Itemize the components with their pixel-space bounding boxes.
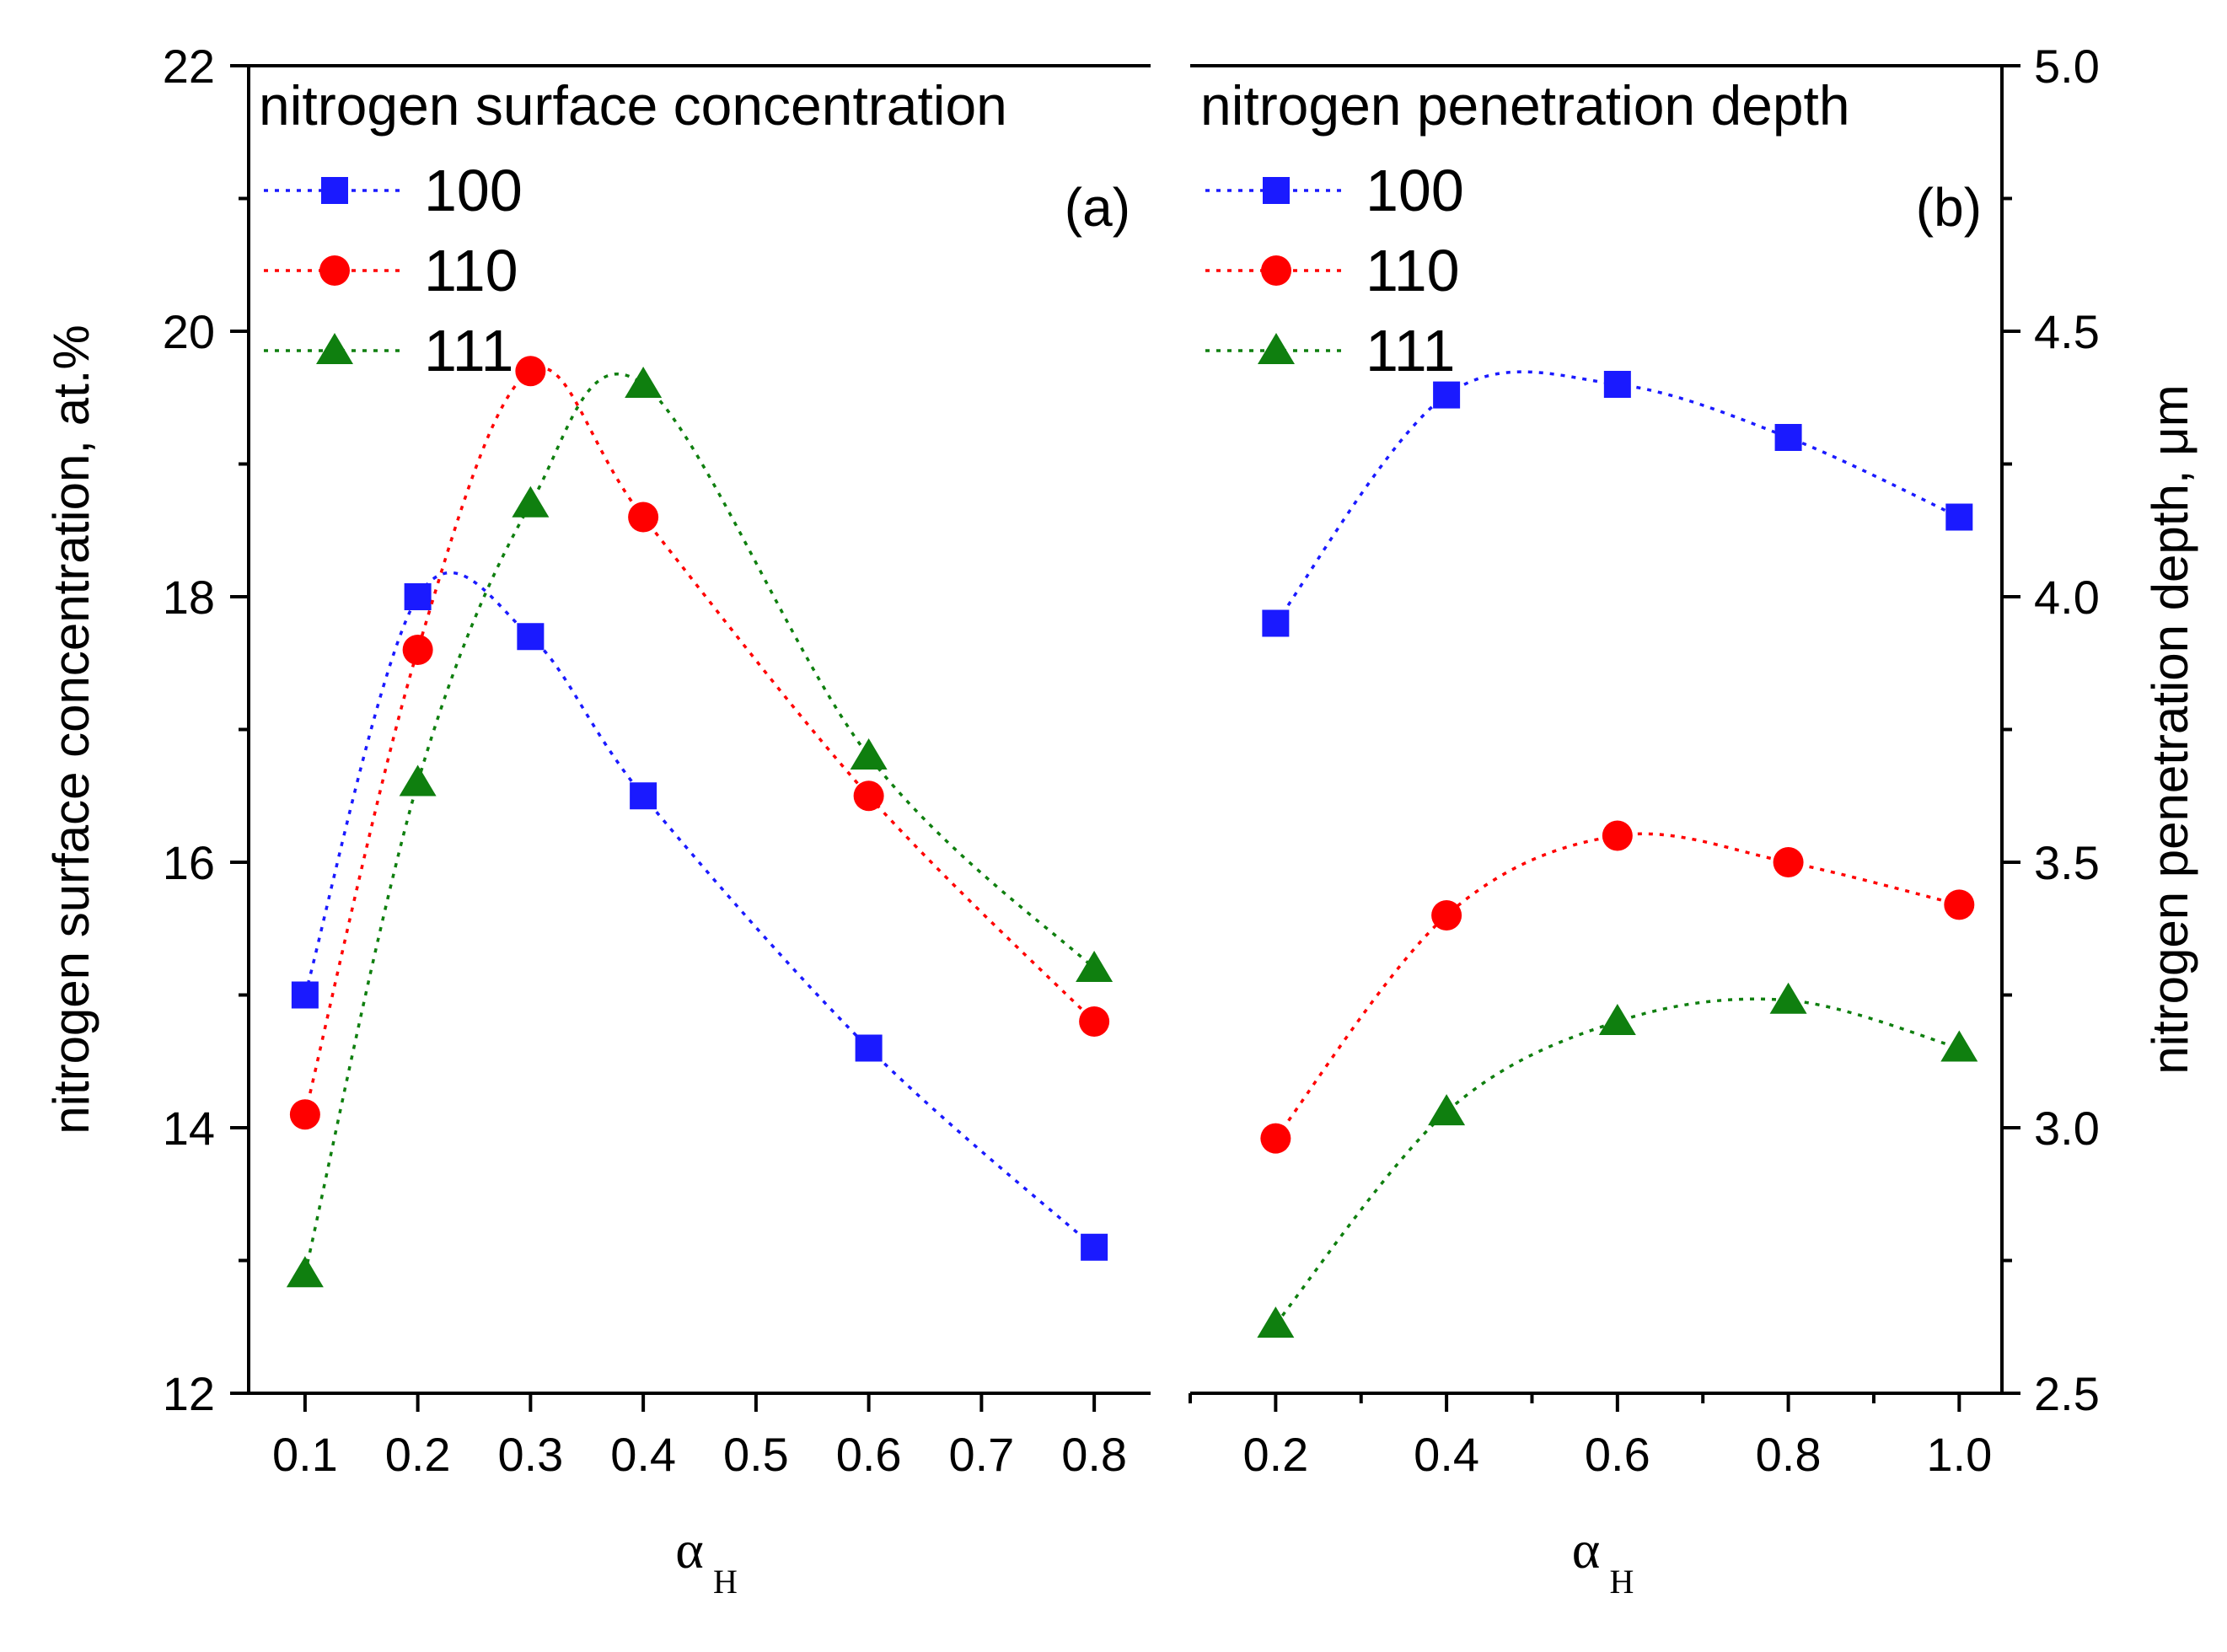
x-tick-label: 0.7	[948, 1428, 1014, 1481]
series-111	[286, 367, 1114, 1288]
legend-entry: 110	[424, 238, 518, 303]
data-point	[517, 623, 545, 651]
x-axis-label-subscript: H	[1610, 1563, 1634, 1601]
data-point	[1769, 982, 1807, 1014]
data-point	[1773, 847, 1804, 877]
x-tick-label: 0.4	[1414, 1428, 1479, 1481]
data-point	[625, 367, 663, 398]
x-tick-label: 0.8	[1061, 1428, 1127, 1481]
y-axis-label: nitrogen penetration depth, μm	[2142, 384, 2198, 1074]
y-tick-label: 5.0	[2034, 40, 2100, 93]
series-110	[289, 356, 1110, 1130]
x-axis-label: α	[675, 1520, 704, 1580]
chart-title: nitrogen surface concentration	[259, 74, 1007, 137]
data-point	[399, 764, 437, 796]
data-point	[853, 780, 884, 812]
legend-marker	[1263, 177, 1290, 204]
x-tick-label: 0.6	[836, 1428, 902, 1481]
data-point	[402, 635, 433, 665]
legend-marker	[316, 333, 353, 364]
data-point	[1081, 1233, 1108, 1261]
y-tick-label: 22	[163, 40, 215, 93]
legend-marker	[319, 255, 350, 286]
x-tick-label: 0.3	[497, 1428, 563, 1481]
data-point	[850, 738, 888, 770]
data-point	[1260, 1123, 1291, 1154]
panel-a: 12 14 16 18 20 22 0.1 0.2 0.3 0.4 0.5 0.6 0.7 0.8 nitr…	[43, 40, 1151, 1601]
x-axis-label: α	[1572, 1520, 1601, 1580]
series-curve	[303, 366, 1096, 1115]
data-point	[1945, 503, 1973, 531]
y-tick-label: 2.5	[2034, 1367, 2100, 1420]
series-111	[1257, 982, 1978, 1338]
data-point	[1257, 1306, 1295, 1338]
data-point	[515, 356, 546, 387]
data-point	[855, 1034, 883, 1062]
legend: 100 110 111	[1205, 158, 1464, 384]
data-point	[628, 502, 659, 533]
data-point	[1431, 900, 1462, 931]
data-point	[1944, 889, 1975, 920]
legend-entry: 111	[424, 318, 513, 384]
legend: 100 110 111	[264, 158, 523, 384]
y-tick-label: 12	[163, 1367, 215, 1420]
panel-label: (a)	[1065, 177, 1130, 238]
x-tick-label: 0.5	[723, 1428, 789, 1481]
data-point	[1774, 424, 1802, 451]
data-point	[1602, 820, 1633, 851]
series-100	[291, 571, 1108, 1261]
legend-entry: 100	[1366, 158, 1464, 223]
x-tick-label: 1.0	[1926, 1428, 1992, 1481]
y-tick-label: 4.0	[2034, 571, 2100, 624]
series-curve	[1274, 370, 1961, 625]
series-curve	[303, 571, 1096, 1249]
data-point	[1940, 1030, 1978, 1062]
x-tick-label: 0.2	[385, 1428, 451, 1481]
legend-marker	[1261, 255, 1291, 286]
data-point	[630, 782, 657, 810]
series-curve	[1274, 832, 1960, 1140]
data-point	[1262, 609, 1290, 637]
legend-marker	[321, 177, 348, 204]
y-axis-label: nitrogen surface concentration, at.%	[43, 324, 99, 1134]
y-tick-label: 3.0	[2034, 1102, 2100, 1155]
series-100	[1262, 370, 1973, 637]
legend-entry: 100	[424, 158, 523, 223]
y-tick-label: 18	[163, 571, 215, 624]
data-point	[1433, 381, 1461, 409]
x-tick-label: 0.1	[272, 1428, 338, 1481]
data-point	[1598, 1004, 1636, 1035]
y-tick-label: 16	[163, 836, 215, 889]
x-tick-label: 0.4	[610, 1428, 676, 1481]
legend-entry: 111	[1366, 318, 1455, 384]
data-point	[1603, 371, 1631, 398]
panel-b: 2.5 3.0 3.5 4.0 4.5 5.0 0.2 0.4 0.6 0.8 1.0 nitroge…	[1189, 40, 2198, 1601]
data-point	[291, 981, 319, 1009]
legend-marker	[1258, 333, 1295, 364]
data-point	[1079, 1006, 1110, 1037]
series-curve	[303, 372, 1096, 1274]
data-point	[512, 485, 550, 518]
series-curve	[1274, 997, 1960, 1326]
legend-entry: 110	[1366, 238, 1460, 303]
x-tick-label: 0.8	[1756, 1428, 1822, 1481]
chart-title: nitrogen penetration depth	[1200, 74, 1850, 137]
data-point	[286, 1256, 324, 1288]
data-point	[1076, 951, 1114, 982]
x-axis-label-subscript: H	[713, 1563, 738, 1601]
y-tick-label: 20	[163, 305, 215, 358]
panel-label: (b)	[1916, 177, 1982, 238]
data-point	[1428, 1094, 1466, 1126]
x-tick-label: 0.2	[1242, 1428, 1308, 1481]
data-point	[404, 583, 432, 610]
x-tick-label: 0.6	[1585, 1428, 1650, 1481]
y-tick-label: 14	[163, 1102, 215, 1155]
y-tick-label: 3.5	[2034, 836, 2100, 889]
series-110	[1260, 820, 1975, 1154]
y-tick-label: 4.5	[2034, 305, 2100, 358]
data-point	[289, 1099, 320, 1130]
